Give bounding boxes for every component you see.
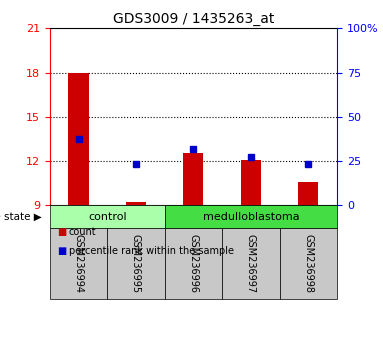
- Text: count: count: [69, 227, 97, 237]
- Text: ■: ■: [57, 246, 67, 256]
- Text: GSM236996: GSM236996: [188, 234, 198, 293]
- Bar: [69, 73, 88, 205]
- Text: GSM236994: GSM236994: [74, 234, 83, 293]
- Text: medulloblastoma: medulloblastoma: [203, 212, 299, 222]
- Text: ■: ■: [57, 227, 67, 237]
- Text: percentile rank within the sample: percentile rank within the sample: [69, 246, 234, 256]
- Text: GSM236995: GSM236995: [131, 234, 141, 293]
- Bar: [183, 153, 203, 205]
- Bar: [241, 160, 261, 205]
- Bar: [126, 202, 146, 205]
- Text: disease state ▶: disease state ▶: [0, 212, 42, 222]
- Text: GSM236998: GSM236998: [303, 234, 313, 293]
- Bar: [298, 182, 318, 205]
- Text: GSM236997: GSM236997: [246, 234, 256, 293]
- Title: GDS3009 / 1435263_at: GDS3009 / 1435263_at: [113, 12, 274, 26]
- Text: control: control: [88, 212, 126, 222]
